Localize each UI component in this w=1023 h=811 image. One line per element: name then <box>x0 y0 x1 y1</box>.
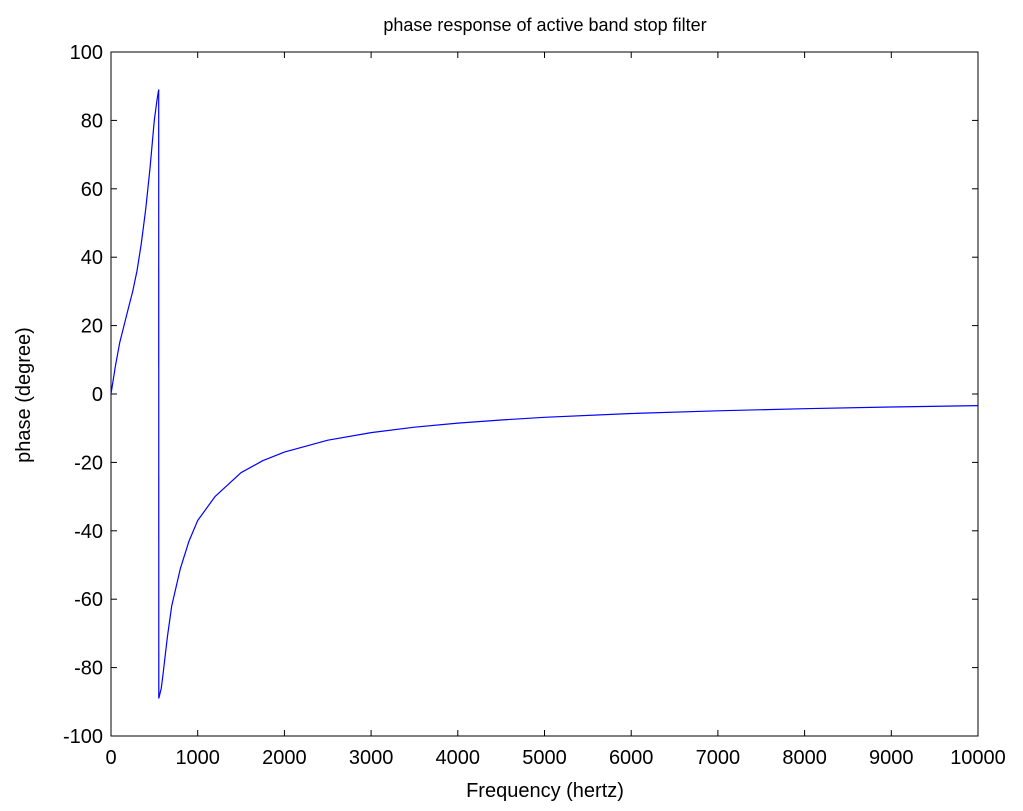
axes-box <box>110 51 979 737</box>
x-tick-label: 2000 <box>262 747 307 769</box>
y-tick-label: -60 <box>74 589 103 611</box>
y-tick-label: 0 <box>92 384 103 406</box>
chart-title: phase response of active band stop filte… <box>383 15 706 35</box>
y-tick-label: -40 <box>74 521 103 543</box>
x-tick-label: 10000 <box>950 747 1006 769</box>
y-tick-label: 100 <box>70 42 103 64</box>
y-tick-label: -20 <box>74 452 103 474</box>
y-tick-label: -100 <box>63 726 103 748</box>
x-tick-label: 4000 <box>436 747 481 769</box>
x-tick-label: 3000 <box>349 747 394 769</box>
y-tick-label: 40 <box>81 247 103 269</box>
x-tick-label: 8000 <box>782 747 827 769</box>
phase-line <box>158 405 979 699</box>
y-tick-label: 20 <box>81 316 103 338</box>
plot-area: 0 1000 2000 3000 4000 5000 6000 7000 8000 9000 100… <box>63 42 1006 769</box>
y-tick-label: 60 <box>81 179 103 201</box>
x-tick-label: 0 <box>105 747 116 769</box>
x-tick-label: 5000 <box>522 747 567 769</box>
x-tick-label: 7000 <box>696 747 741 769</box>
x-tick-label: 6000 <box>609 747 654 769</box>
y-axis-label: phase (degree) <box>13 327 35 463</box>
x-tick-label: 9000 <box>869 747 914 769</box>
y-tick-label: -80 <box>74 658 103 680</box>
phase-line <box>110 89 160 395</box>
x-tick-label: 1000 <box>175 747 220 769</box>
x-axis-label: Frequency (hertz) <box>466 780 624 802</box>
y-tick-label: 80 <box>81 110 103 132</box>
